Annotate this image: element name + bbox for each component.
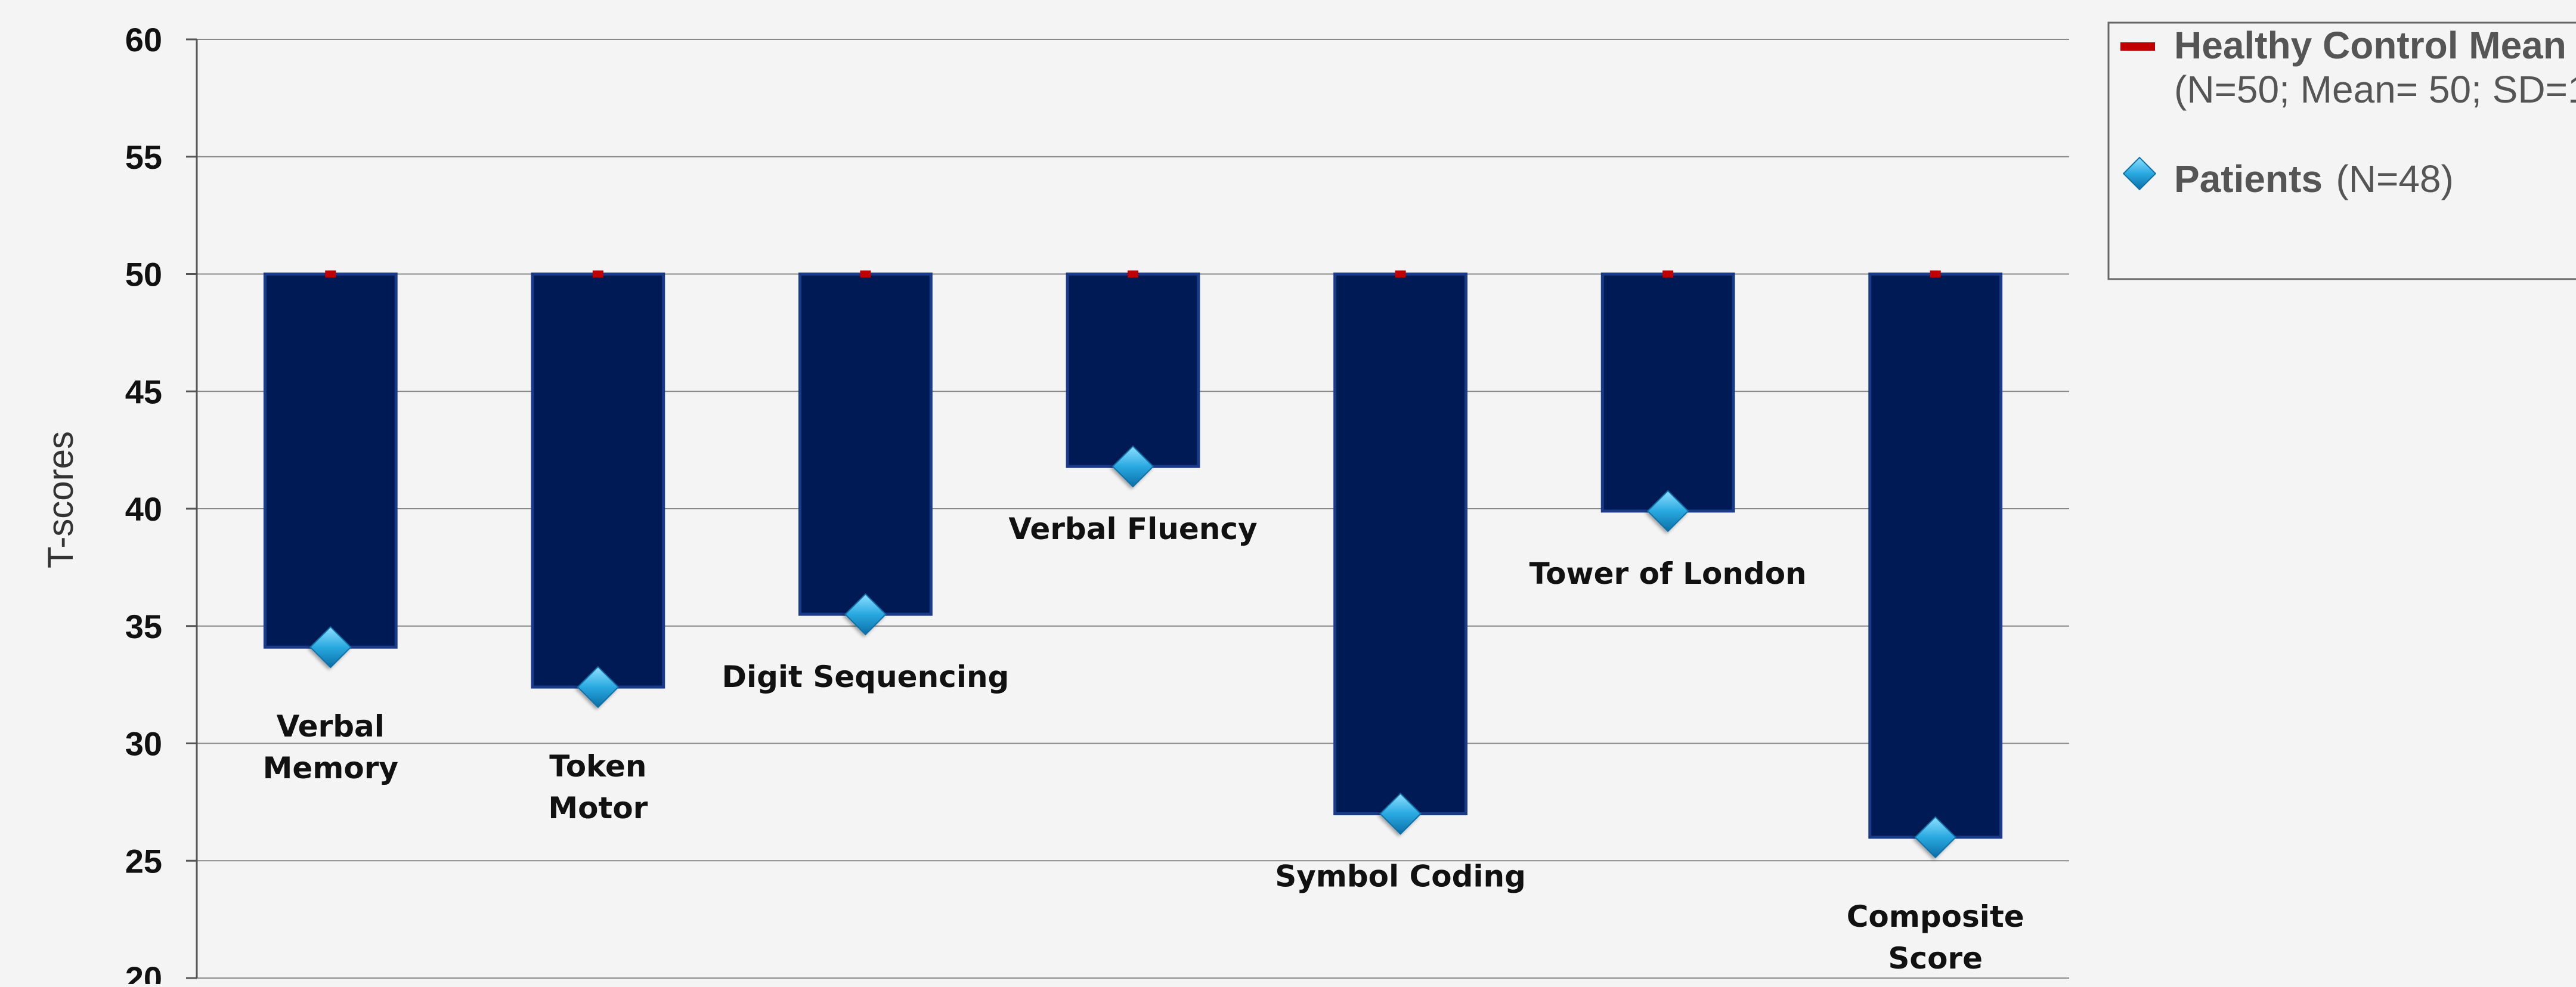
patient-marker-4 [1111,445,1154,488]
control-marker-6 [1662,270,1674,278]
patient-marker-2 [577,666,620,708]
legend-control-swatch [2120,42,2155,51]
category-label-4-line-1: Verbal Fluency [1008,512,1257,546]
category-label-7-line-2: Score [1888,941,1983,976]
legend-patients-detail: (N=48) [2336,157,2453,200]
control-marker-1 [325,270,336,278]
y-tick-label-35: 35 [125,608,162,645]
y-tick-label-55: 55 [125,138,162,176]
legend-control-name: Healthy Control Mean [2174,24,2566,67]
y-tick-label-60: 60 [125,21,162,58]
category-label-7-line-1: Composite [1847,899,2024,934]
y-tick-label-45: 45 [125,373,162,410]
control-marker-3 [860,270,871,278]
bar-5 [1333,273,1467,816]
category-label-1-line-2: Memory [263,751,398,785]
patient-marker-1 [309,626,352,669]
bar-4 [1066,273,1200,468]
bar-2 [531,273,665,689]
category-label-1-line-1: Verbal [277,709,385,744]
y-tick-label-20: 20 [125,960,162,984]
bar-6 [1600,273,1735,513]
category-label-2-line-2: Motor [548,791,648,825]
control-marker-2 [592,270,603,278]
category-label-6-line-1: Tower of London [1530,556,1807,591]
legend-patients-name: Patients [2174,157,2323,200]
patient-marker-6 [1646,490,1689,533]
category-label-5-line-1: Symbol Coding [1275,859,1526,894]
legend-box [2107,21,2576,280]
legend-patients-marker [2122,156,2157,191]
y-tick-label-30: 30 [125,725,162,763]
bar-7 [1868,273,2003,839]
control-marker-5 [1395,270,1406,278]
category-label-3-line-1: Digit Sequencing [722,660,1009,694]
bar-3 [798,273,933,616]
legend: Healthy Control Mean (N=50; Mean= 50; SD… [2107,21,2576,280]
control-marker-7 [1930,270,1941,278]
legend-control-detail: (N=50; Mean= 50; SD=10) [2174,68,2576,111]
patient-marker-7 [1914,816,1957,859]
control-marker-4 [1128,270,1138,278]
legend-patients-label: Patients (N=48) [2174,157,2454,200]
bar-1 [263,273,398,649]
category-label-2-line-1: Token [549,749,646,784]
y-tick-label-50: 50 [125,256,162,293]
y-axis-title: T-scores [41,431,80,568]
patient-marker-5 [1379,793,1422,835]
y-tick-label-40: 40 [125,490,162,528]
patient-marker-3 [844,593,887,636]
y-tick-label-25: 25 [125,842,162,880]
